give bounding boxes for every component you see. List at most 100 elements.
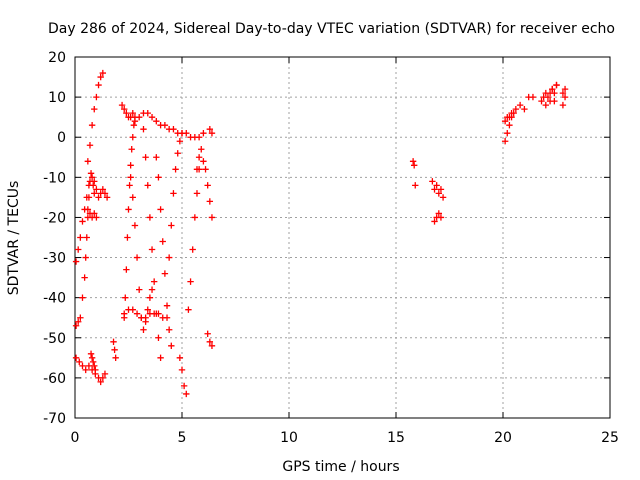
data-point bbox=[123, 266, 130, 273]
data-point bbox=[521, 105, 528, 113]
data-point bbox=[435, 190, 442, 197]
x-tick-label: 10 bbox=[280, 430, 298, 446]
data-point bbox=[97, 378, 104, 386]
data-point bbox=[538, 97, 545, 105]
data-point bbox=[142, 314, 149, 321]
series-arc-o bbox=[121, 306, 171, 321]
y-tick-label: 0 bbox=[57, 130, 66, 146]
data-point bbox=[81, 274, 88, 281]
data-point bbox=[148, 246, 156, 253]
data-point bbox=[437, 214, 445, 221]
data-point bbox=[506, 113, 513, 121]
data-point bbox=[178, 130, 186, 137]
data-point bbox=[99, 186, 107, 193]
series-arc-w bbox=[431, 210, 445, 225]
data-point bbox=[128, 146, 135, 153]
data-point bbox=[133, 310, 141, 317]
data-point bbox=[193, 190, 201, 197]
data-point bbox=[144, 109, 151, 117]
data-point bbox=[439, 194, 447, 201]
data-point bbox=[506, 121, 513, 129]
data-point bbox=[178, 366, 186, 374]
data-point bbox=[553, 81, 560, 89]
data-point bbox=[153, 117, 160, 125]
data-point bbox=[559, 101, 567, 109]
data-point bbox=[200, 158, 207, 165]
data-point bbox=[200, 130, 207, 137]
series-arc-c bbox=[72, 170, 98, 329]
data-point bbox=[504, 130, 511, 137]
data-point bbox=[172, 166, 179, 173]
data-point bbox=[429, 178, 436, 185]
data-point bbox=[195, 134, 203, 141]
data-point bbox=[191, 214, 199, 221]
data-point bbox=[183, 390, 190, 398]
data-point bbox=[148, 286, 156, 293]
series-arc-i bbox=[118, 101, 207, 141]
data-point bbox=[189, 246, 196, 253]
data-point bbox=[126, 182, 133, 189]
data-point bbox=[85, 362, 93, 370]
data-point bbox=[187, 278, 194, 285]
data-point bbox=[85, 194, 93, 201]
data-point bbox=[111, 346, 118, 354]
data-point bbox=[204, 182, 211, 189]
series-arc-d bbox=[91, 178, 111, 201]
data-point bbox=[84, 158, 92, 165]
data-point bbox=[125, 206, 132, 213]
y-tick-label: -10 bbox=[43, 170, 66, 186]
data-point bbox=[176, 354, 184, 362]
data-point bbox=[84, 206, 92, 213]
data-point bbox=[157, 206, 164, 213]
data-point bbox=[124, 234, 131, 241]
data-point bbox=[131, 117, 139, 125]
data-point bbox=[193, 166, 201, 173]
data-point bbox=[129, 194, 136, 201]
data-point bbox=[208, 130, 216, 137]
data-point bbox=[431, 186, 438, 193]
data-point bbox=[121, 314, 128, 321]
data-point bbox=[410, 162, 418, 169]
data-point bbox=[542, 101, 549, 109]
data-point bbox=[129, 306, 136, 313]
series-arc-j bbox=[121, 117, 139, 317]
data-point bbox=[86, 142, 94, 149]
data-point bbox=[103, 194, 111, 201]
data-point bbox=[89, 358, 97, 366]
data-point bbox=[76, 358, 83, 366]
data-point bbox=[501, 117, 509, 125]
plot-frame bbox=[74, 56, 611, 419]
data-point bbox=[87, 170, 95, 177]
data-point bbox=[161, 270, 169, 277]
data-point bbox=[131, 222, 139, 229]
series-arc-p bbox=[176, 354, 190, 398]
y-tick-label: 20 bbox=[48, 50, 66, 66]
data-point bbox=[77, 314, 84, 321]
data-point bbox=[512, 105, 520, 113]
y-axis-label: SDTVAR / TECUs bbox=[6, 181, 22, 296]
data-point bbox=[136, 286, 143, 293]
data-point bbox=[146, 214, 154, 221]
data-point bbox=[97, 73, 104, 81]
axis-ticks bbox=[74, 56, 611, 419]
x-tick-label: 15 bbox=[387, 430, 405, 446]
data-point bbox=[163, 314, 171, 321]
data-point bbox=[206, 126, 214, 133]
data-point bbox=[101, 190, 109, 197]
data-point bbox=[433, 182, 440, 189]
data-point bbox=[79, 362, 86, 370]
y-tick-label: -70 bbox=[43, 411, 66, 427]
data-point bbox=[174, 150, 181, 157]
y-tick-labels: 20 10 0 -10 -20 -30 -40 -50 -60 -70 bbox=[43, 50, 66, 427]
data-point bbox=[202, 166, 209, 173]
data-point bbox=[93, 214, 100, 221]
data-point bbox=[170, 126, 177, 133]
data-point bbox=[168, 342, 175, 349]
data-point bbox=[93, 93, 100, 101]
data-point bbox=[75, 318, 82, 325]
data-point bbox=[409, 158, 417, 165]
y-tick-label: -30 bbox=[43, 251, 66, 267]
data-point bbox=[516, 101, 524, 109]
data-point bbox=[129, 109, 136, 117]
